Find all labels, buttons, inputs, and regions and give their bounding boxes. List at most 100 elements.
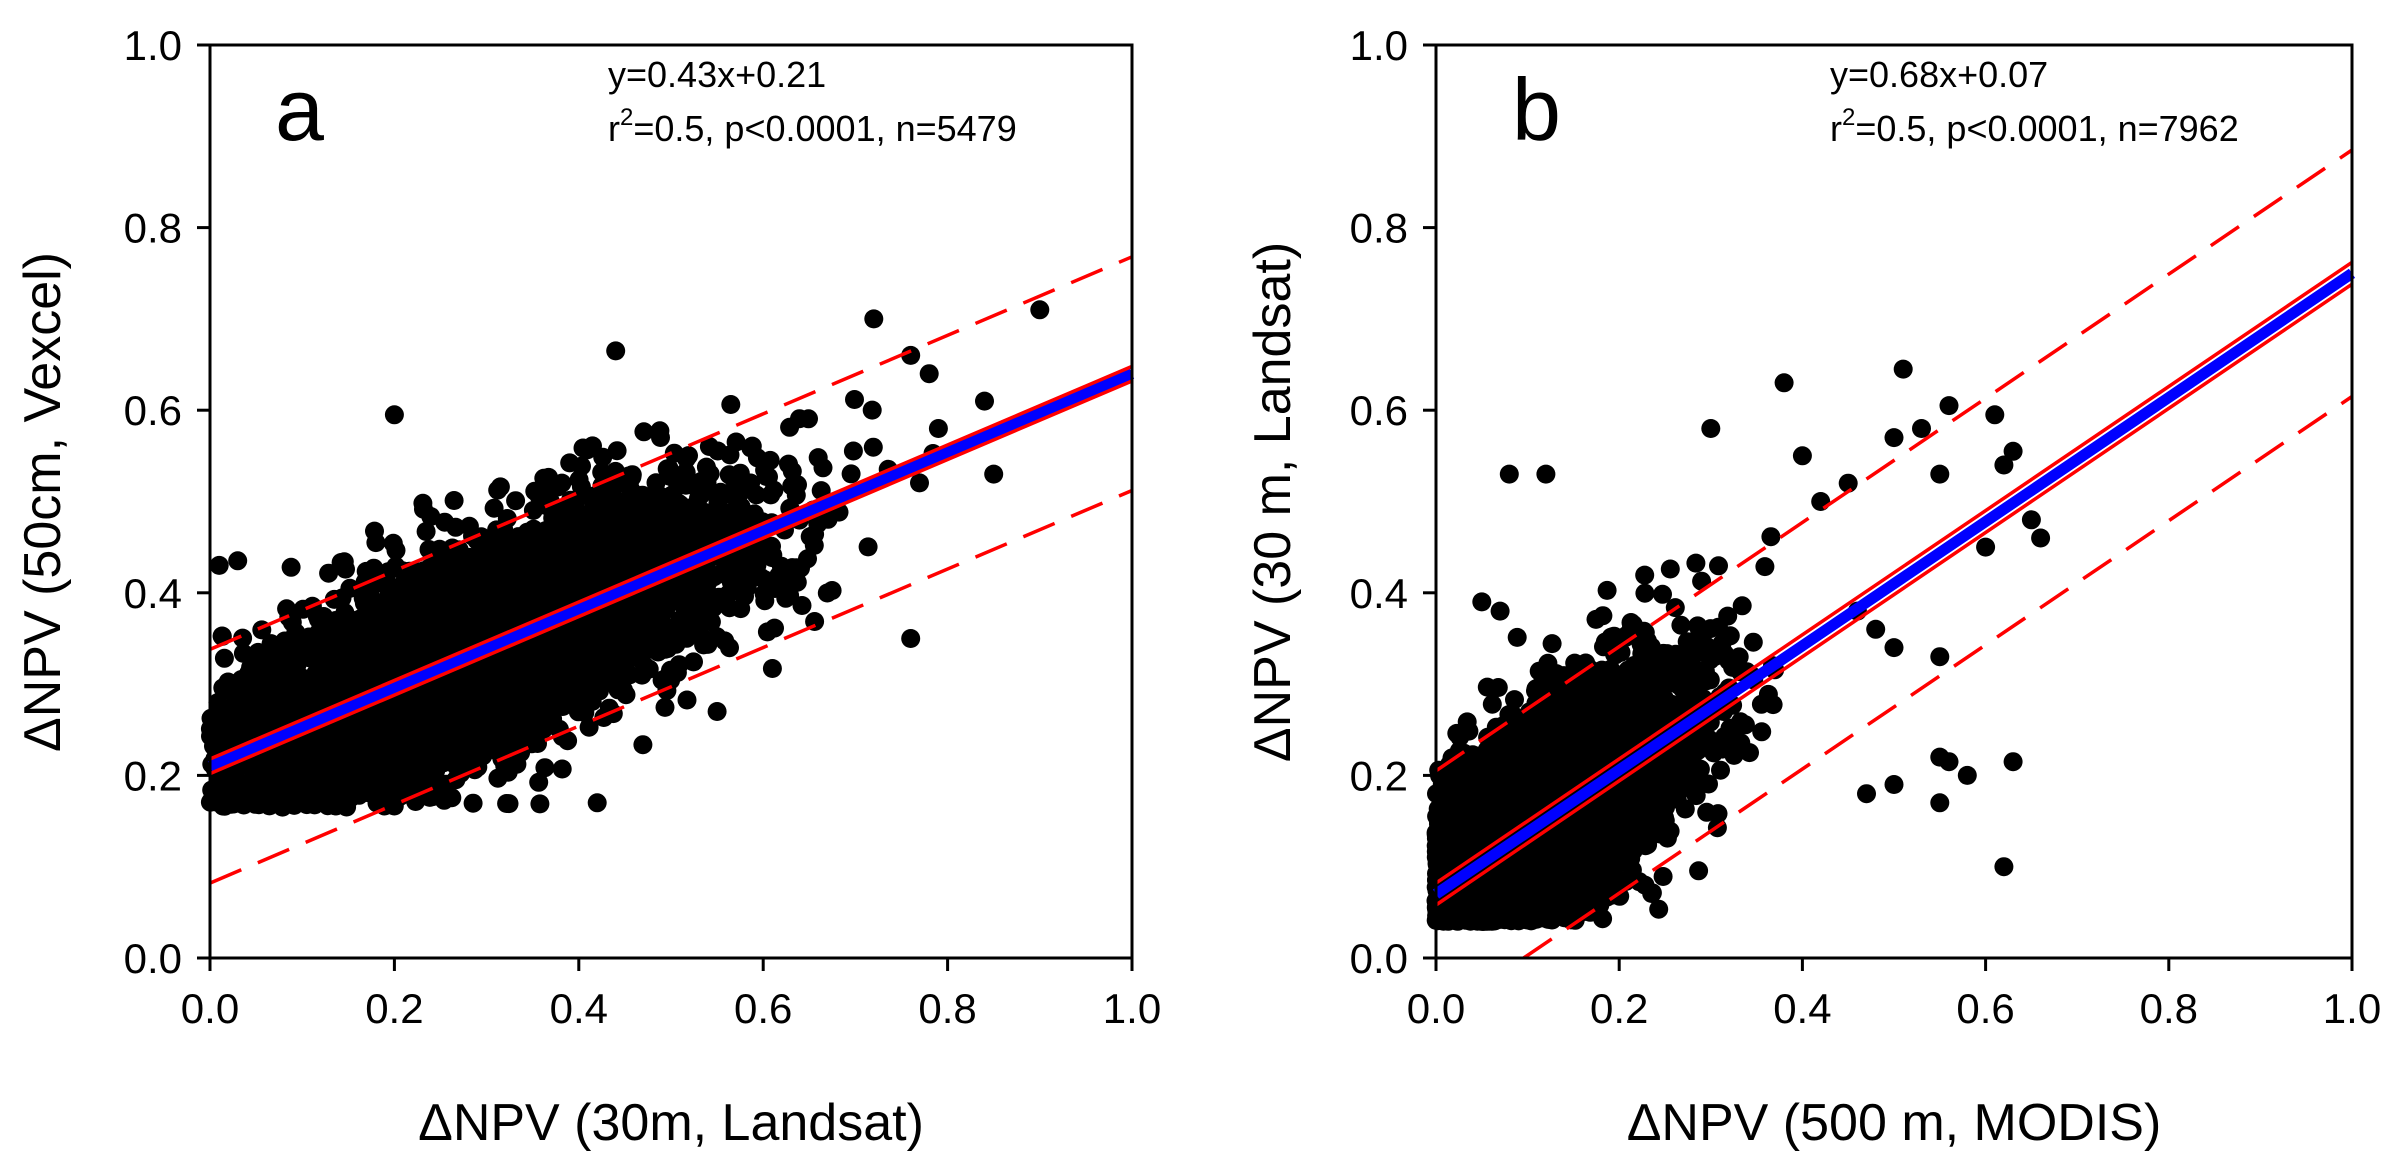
data-point <box>788 475 807 495</box>
data-point <box>645 539 665 559</box>
data-point <box>779 574 799 594</box>
data-point <box>409 573 429 593</box>
data-point <box>843 441 863 461</box>
data-point <box>467 557 487 577</box>
data-point <box>529 772 549 792</box>
data-point <box>428 718 448 738</box>
data-point <box>740 473 760 493</box>
data-point <box>499 794 519 814</box>
data-point <box>529 641 548 661</box>
data-point <box>690 518 710 538</box>
data-point <box>545 514 565 534</box>
stats-r-a: r <box>608 108 620 149</box>
data-point <box>435 633 455 652</box>
x-tick-label: 0.0 <box>181 985 239 1032</box>
data-point <box>555 541 574 561</box>
data-point <box>622 467 642 487</box>
data-point <box>385 778 405 798</box>
data-point <box>298 632 318 652</box>
data-point <box>254 652 274 672</box>
data-point <box>919 364 939 384</box>
data-point <box>384 405 404 425</box>
data-point <box>799 409 818 429</box>
data-point <box>395 701 415 721</box>
data-point <box>322 742 342 761</box>
y-tick-label: 0.0 <box>124 935 182 982</box>
data-point <box>214 648 234 668</box>
data-point <box>404 775 424 795</box>
data-point <box>629 596 649 616</box>
data-point <box>444 491 464 510</box>
data-point <box>552 473 572 493</box>
y-tick-label: 0.8 <box>124 205 182 252</box>
data-point <box>606 341 626 361</box>
data-point <box>648 642 668 662</box>
data-point <box>765 618 784 638</box>
data-point <box>700 464 720 484</box>
data-point <box>449 589 469 609</box>
data-point <box>520 704 540 724</box>
data-point <box>761 485 781 505</box>
data-point <box>228 551 248 571</box>
data-point <box>447 715 467 735</box>
data-point <box>858 537 878 557</box>
equation-annotation-a: y=0.43x+0.21 <box>608 54 826 95</box>
data-point <box>587 543 607 563</box>
data-point <box>249 795 269 815</box>
data-point <box>416 645 436 665</box>
data-point <box>558 731 578 751</box>
data-point <box>231 697 251 717</box>
data-point <box>444 547 464 567</box>
data-point <box>510 543 530 563</box>
data-point <box>372 712 392 732</box>
data-point <box>330 611 350 631</box>
data-point <box>327 793 347 813</box>
data-point <box>762 659 782 678</box>
data-point <box>741 438 761 458</box>
data-point <box>209 555 229 575</box>
data-point <box>408 625 428 645</box>
stats-rest-a: =0.5, p<0.0001, n=5479 <box>633 108 1016 149</box>
data-point <box>242 771 262 791</box>
data-point <box>707 702 727 721</box>
x-tick-label: 0.8 <box>918 985 976 1032</box>
data-point <box>808 448 828 468</box>
data-point <box>1030 300 1050 320</box>
data-point <box>1689 861 1709 881</box>
data-point <box>726 432 746 452</box>
data-point <box>436 568 456 588</box>
data-point <box>332 588 352 608</box>
data-point <box>901 629 921 648</box>
data-point <box>724 483 744 502</box>
data-point <box>606 535 626 555</box>
data-point <box>245 684 265 703</box>
data-point <box>281 557 301 577</box>
data-point <box>530 794 550 814</box>
x-tick-label: 1.0 <box>1103 985 1161 1032</box>
data-point <box>697 479 717 499</box>
data-point <box>863 437 883 457</box>
data-point <box>447 676 466 695</box>
x-tick-label: 0.6 <box>734 985 792 1032</box>
data-point <box>601 505 621 525</box>
data-point <box>504 666 524 686</box>
data-point <box>670 610 690 630</box>
data-point <box>314 648 334 668</box>
data-point <box>684 652 703 672</box>
data-point <box>864 309 884 329</box>
y-tick-label: 0.4 <box>124 570 182 617</box>
data-point <box>459 516 479 536</box>
data-point <box>386 540 406 560</box>
data-point <box>571 477 591 497</box>
data-point <box>474 692 494 712</box>
data-point <box>463 793 483 813</box>
data-point <box>655 697 675 717</box>
data-point <box>247 714 267 734</box>
scatter-points-a <box>200 300 1050 817</box>
data-point <box>677 690 697 710</box>
data-point <box>707 506 727 526</box>
data-point <box>666 634 686 654</box>
data-point <box>503 604 523 624</box>
data-point <box>565 670 585 690</box>
